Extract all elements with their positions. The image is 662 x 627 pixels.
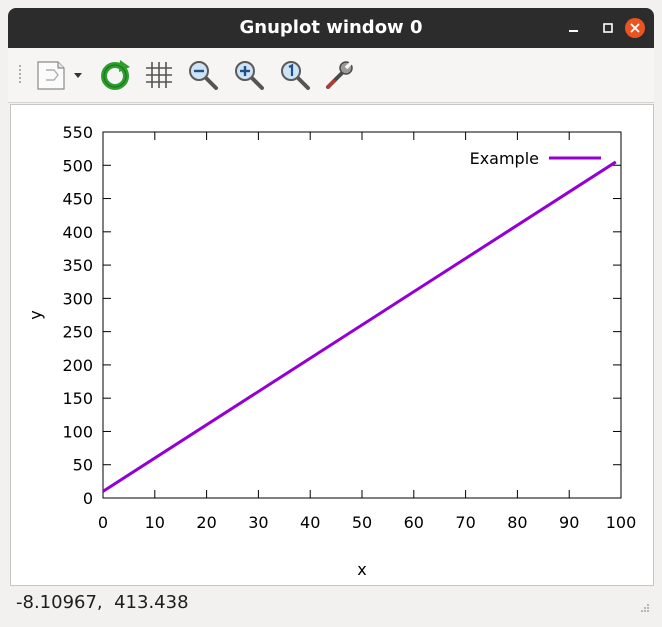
status-bar: -8.10967, 413.438 [8,586,654,619]
y-tick-label: 250 [62,323,93,342]
series-line-0 [102,160,617,493]
window-title: Gnuplot window 0 [239,17,423,38]
x-axis-label: x [357,560,366,579]
y-tick-label: 300 [62,289,93,308]
y-tick-label: 450 [62,190,93,209]
x-tick-label: 60 [404,513,424,532]
settings-wrench-icon[interactable] [322,58,356,92]
x-tick-label: 90 [559,513,579,532]
x-tick-label: 100 [606,513,637,532]
zoom-out-icon[interactable] [186,58,220,92]
y-tick-label: 500 [62,156,93,175]
line-chart[interactable]: 0 10 20 30 40 50 60 70 80 90 100 0 50 100 150 200 250 300… [11,105,653,585]
y-tick-label: 200 [62,356,93,375]
y-tick-label: 400 [62,223,93,242]
resize-grip-icon[interactable] [638,603,650,615]
replot-icon[interactable] [98,58,132,92]
minimize-icon[interactable] [564,18,584,38]
x-tick-label: 20 [196,513,216,532]
close-icon[interactable] [625,18,645,38]
x-tick-label: 70 [455,513,475,532]
y-tick-label: 550 [62,123,93,142]
x-tick-label: 80 [507,513,527,532]
zoom-reset-icon[interactable] [278,58,312,92]
toolbar [8,48,654,103]
toolbar-grip-icon[interactable] [18,64,22,86]
x-tick-label: 30 [248,513,268,532]
y-tick-label: 0 [83,489,93,508]
y-tick-label: 100 [62,422,93,441]
zoom-in-icon[interactable] [232,58,266,92]
y-tick-label: 50 [73,456,93,475]
export-menu-icon[interactable] [32,58,88,92]
grid-icon[interactable] [142,58,176,92]
y-tick-label: 350 [62,256,93,275]
x-tick-label: 40 [300,513,320,532]
y-tick-label: 150 [62,389,93,408]
x-tick-label: 50 [352,513,372,532]
x-tick-label: 10 [145,513,165,532]
maximize-icon[interactable] [598,18,618,38]
legend-label: Example [470,149,539,168]
title-bar[interactable]: Gnuplot window 0 [8,8,654,48]
mouse-coordinates: -8.10967, 413.438 [16,592,189,613]
plot-area[interactable]: 0 10 20 30 40 50 60 70 80 90 100 0 50 100 150 200 250 300… [10,104,654,586]
y-axis-label: y [26,310,45,319]
x-tick-label: 0 [98,513,108,532]
